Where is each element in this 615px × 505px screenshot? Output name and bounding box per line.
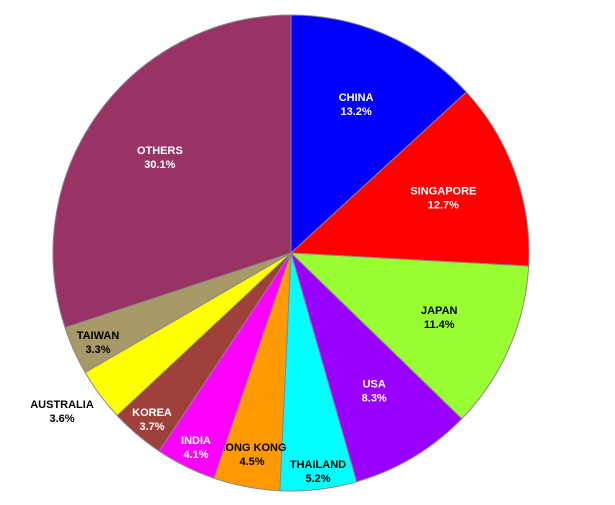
slice-value-label: 5.2% xyxy=(305,473,330,485)
slice-label: AUSTRALIA xyxy=(30,399,94,411)
slice-value-label: 8.3% xyxy=(362,393,387,405)
slice-value-label: 4.5% xyxy=(239,456,264,468)
slice-value-label: 3.6% xyxy=(49,413,74,425)
slice-value-label: 12.7% xyxy=(428,199,459,211)
slice-value-label: 13.2% xyxy=(341,106,372,118)
pie-slice xyxy=(289,252,530,420)
pie-slice xyxy=(290,251,463,483)
pie-slice xyxy=(290,14,468,255)
slice-label: CHINA xyxy=(339,92,374,104)
pie-slice xyxy=(289,91,530,267)
slice-label: USA xyxy=(363,379,386,391)
slice-label: HONG KONG xyxy=(217,442,286,454)
slice-value-label: 3.7% xyxy=(139,421,164,433)
slice-label: THAILAND xyxy=(290,459,346,471)
slice-value-label: 4.1% xyxy=(183,449,208,461)
slice-value-label: 3.3% xyxy=(85,344,110,356)
pie-slice xyxy=(52,14,292,329)
slice-label: INDIA xyxy=(181,435,211,447)
slice-label: OTHERS xyxy=(137,145,183,157)
slice-value-label: 11.4% xyxy=(424,319,455,331)
slice-label: TAIWAN xyxy=(77,330,120,342)
slice-label: JAPAN xyxy=(421,305,458,317)
slice-label: KOREA xyxy=(132,407,172,419)
slice-label: SINGAPORE xyxy=(410,185,476,197)
slice-value-label: 30.1% xyxy=(144,159,175,171)
